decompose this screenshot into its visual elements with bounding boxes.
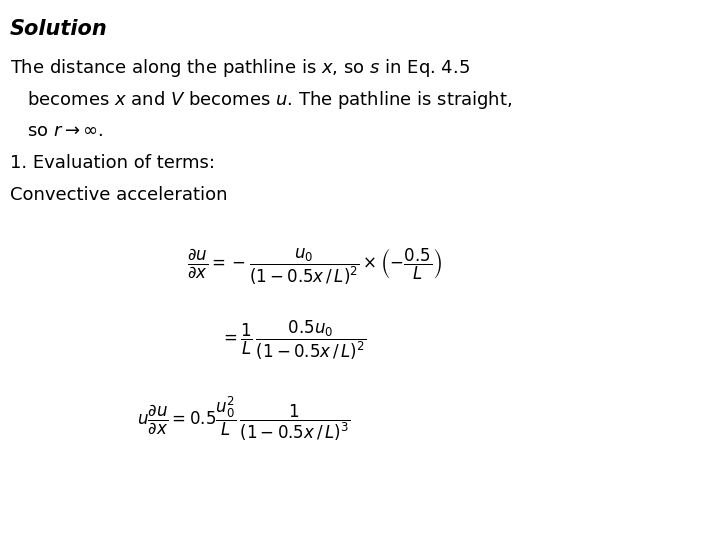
Text: $\dfrac{\partial u}{\partial x} = -\dfrac{u_0}{(1-0.5x\,/\,L)^2} \times \left(-\: $\dfrac{\partial u}{\partial x} = -\dfra… bbox=[187, 247, 442, 287]
Text: $= \dfrac{1}{L}\,\dfrac{0.5u_0}{(1-0.5x\,/\,L)^2}$: $= \dfrac{1}{L}\,\dfrac{0.5u_0}{(1-0.5x\… bbox=[220, 319, 366, 362]
Text: Solution: Solution bbox=[10, 19, 108, 39]
Text: 1. Evaluation of terms:: 1. Evaluation of terms: bbox=[10, 154, 215, 172]
Text: Convective acceleration: Convective acceleration bbox=[10, 186, 228, 204]
Text: so $r\rightarrow\infty$.: so $r\rightarrow\infty$. bbox=[10, 122, 104, 139]
Text: The distance along the pathline is $x$, so $s$ in Eq. 4.5: The distance along the pathline is $x$, … bbox=[10, 57, 470, 79]
Text: becomes $x$ and $V$ becomes $u$. The pathline is straight,: becomes $x$ and $V$ becomes $u$. The pat… bbox=[10, 89, 513, 111]
Text: $u\dfrac{\partial u}{\partial x} = 0.5\dfrac{u_0^2}{L}\,\dfrac{1}{(1-0.5x\,/\,L): $u\dfrac{\partial u}{\partial x} = 0.5\d… bbox=[137, 394, 350, 443]
